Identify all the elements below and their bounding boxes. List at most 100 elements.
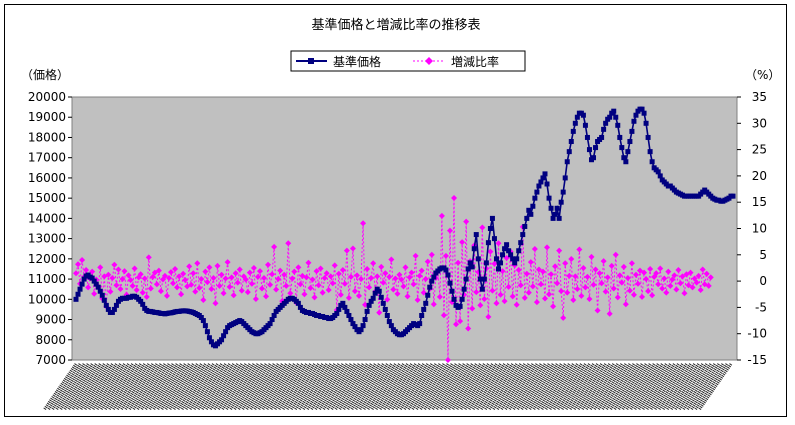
series-2-point — [149, 273, 156, 280]
series-2-point — [600, 258, 607, 265]
series-2-point — [254, 273, 261, 280]
legend-label-series-1: 基準価格 — [333, 54, 381, 69]
x-tick-label-mark — [495, 363, 531, 411]
series-2-point — [79, 257, 86, 264]
series-1-point — [200, 318, 206, 324]
x-tick-label-mark — [511, 363, 547, 411]
series-1-point — [481, 276, 487, 282]
series-2-point — [566, 272, 573, 279]
series-1-point — [73, 296, 79, 302]
series-1-point — [623, 159, 629, 165]
series-2-point — [693, 279, 700, 286]
series-1-point — [641, 110, 647, 116]
y-left-tick-label: 12000 — [28, 252, 66, 266]
series-2-point — [170, 280, 177, 287]
series-2-point — [137, 271, 144, 278]
series-1-point — [475, 256, 481, 262]
y-right-tick-label: -10 — [747, 327, 767, 341]
y-left-tick-label: 15000 — [28, 191, 66, 205]
series-2-point — [659, 285, 666, 292]
series-2-point — [283, 282, 290, 289]
series-1-point — [376, 288, 382, 294]
series-2-point — [477, 302, 484, 309]
series-2-point — [105, 271, 112, 278]
series-2-point — [388, 256, 395, 263]
series-2-point — [402, 264, 409, 271]
series-1-point — [649, 159, 655, 165]
series-1-point — [538, 179, 544, 185]
series-2-point — [558, 288, 565, 295]
series-2-point — [271, 243, 278, 250]
x-tick-label-mark — [447, 363, 482, 411]
series-2-point — [653, 270, 660, 277]
series-2-point — [351, 288, 358, 295]
series-2-point — [161, 272, 168, 279]
x-tick-label-mark — [438, 363, 474, 411]
series-1-point — [572, 120, 578, 126]
x-tick-label-mark — [479, 363, 514, 411]
x-tick-label-mark — [119, 363, 155, 411]
series-2-point — [576, 246, 583, 253]
series-2-point — [366, 284, 373, 291]
series-1-point — [562, 175, 568, 181]
series-1-point — [544, 181, 550, 187]
series-1-point — [552, 211, 558, 217]
series-1-point — [138, 298, 144, 304]
series-2-point — [139, 289, 146, 296]
series-2-point — [301, 291, 308, 298]
series-2-point — [319, 289, 326, 296]
series-2-point — [224, 259, 231, 266]
x-tick-label-mark — [269, 363, 304, 411]
x-tick-label-mark — [261, 363, 296, 411]
series-2-point — [695, 272, 702, 279]
y-left-tick-label: 10000 — [28, 292, 66, 306]
series-2-point — [331, 262, 338, 269]
series-2-point — [406, 274, 413, 281]
series-2-point — [153, 281, 160, 288]
series-2-point — [604, 274, 611, 281]
series-2-point — [208, 285, 215, 292]
series-2-point — [362, 301, 369, 308]
x-tick-label-mark — [548, 363, 583, 411]
series-2-point — [258, 285, 265, 292]
series-2-point — [141, 275, 148, 282]
series-2-point — [396, 271, 403, 278]
series-2-point — [356, 292, 363, 299]
series-2-point — [608, 262, 615, 269]
series-2-point — [544, 244, 551, 251]
y-right-tick-label: 30 — [752, 116, 767, 130]
y-right-tick-label: 5 — [759, 248, 767, 262]
series-2-point — [556, 247, 563, 254]
series-1-point — [346, 312, 352, 318]
series-1-point — [429, 278, 435, 284]
series-1-point — [487, 226, 493, 231]
x-tick-label-mark — [507, 363, 543, 411]
series-1-point — [459, 296, 465, 302]
series-1-point — [447, 280, 453, 286]
series-2-point — [378, 263, 385, 270]
x-tick-label-mark — [75, 363, 110, 411]
series-1-point — [342, 304, 348, 310]
series-1-point — [295, 300, 301, 306]
series-1-point — [364, 308, 370, 314]
x-tick-label-mark — [633, 363, 668, 411]
series-2-line — [75, 197, 712, 361]
series-2-point — [620, 263, 627, 270]
series-1-point — [603, 120, 609, 126]
series-2-point — [317, 265, 324, 272]
series-2-point — [295, 264, 302, 271]
y-left-tick-label: 13000 — [28, 232, 66, 246]
series-2-point — [705, 282, 712, 289]
series-2-point — [616, 272, 623, 279]
series-2-point — [228, 274, 235, 281]
series-2-point — [539, 268, 546, 275]
series-2-point — [210, 274, 217, 281]
x-tick-label-mark — [289, 363, 324, 411]
x-tick-label-mark — [374, 363, 409, 411]
series-1-point — [493, 256, 499, 262]
series-1-point — [421, 306, 427, 312]
series-2-point — [661, 275, 668, 282]
series-2-point — [113, 282, 120, 289]
series-2-point — [685, 282, 692, 289]
series-2-point — [204, 279, 211, 286]
